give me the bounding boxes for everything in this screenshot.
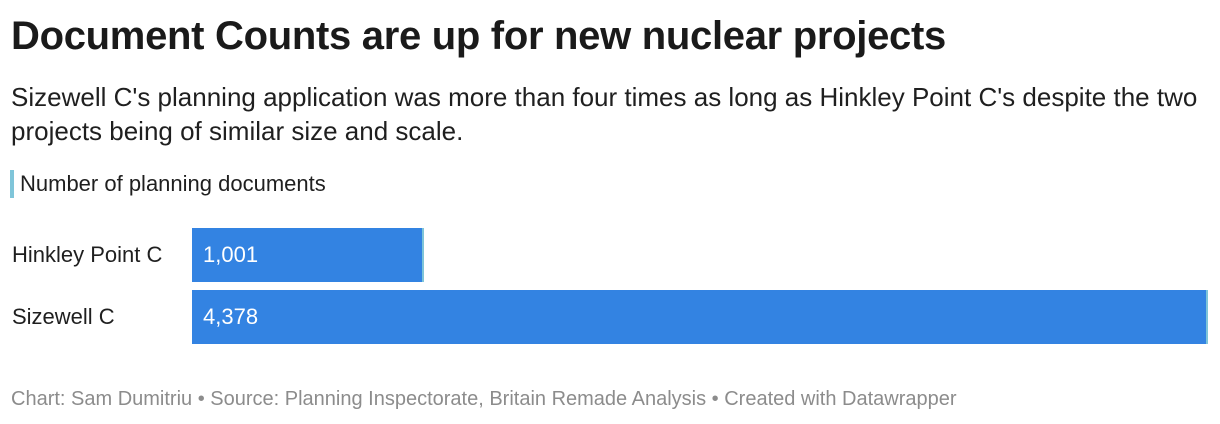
bar: 1,001 — [192, 228, 425, 282]
chart-footer: Chart: Sam Dumitriu • Source: Planning I… — [11, 388, 957, 410]
chart-title: Document Counts are up for new nuclear p… — [11, 14, 946, 58]
category-label: Sizewell C — [12, 304, 115, 329]
bar-value-label: 1,001 — [203, 242, 259, 267]
legend-label: Number of planning documents — [20, 171, 326, 196]
legend-swatch — [10, 170, 14, 198]
bar-value-label: 4,378 — [203, 304, 259, 329]
chart-legend: Number of planning documents — [10, 170, 326, 198]
bar: 4,378 — [192, 290, 1208, 344]
chart-subtitle: Sizewell C's planning application was mo… — [11, 82, 1198, 146]
bar-edge — [422, 228, 425, 282]
category-label: Hinkley Point C — [12, 242, 163, 267]
bar-edge — [1206, 290, 1208, 344]
